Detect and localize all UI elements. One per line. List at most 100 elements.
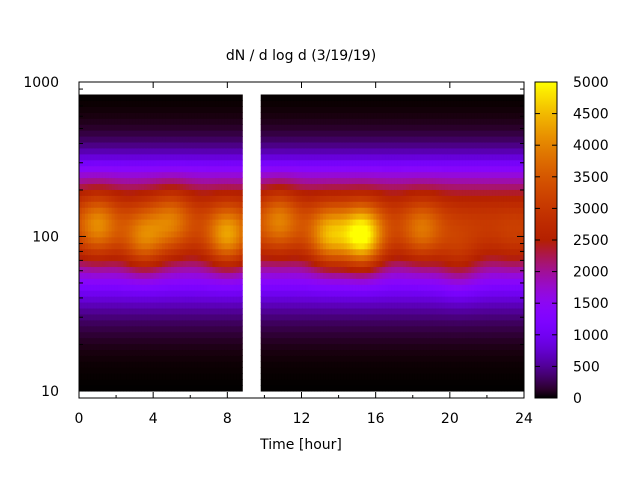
heatmap-cell xyxy=(200,189,205,196)
heatmap-cell xyxy=(337,355,342,362)
heatmap-cell xyxy=(108,219,113,226)
heatmap-cell xyxy=(376,254,380,262)
heatmap-cell xyxy=(123,189,128,196)
heatmap-cell xyxy=(340,284,345,291)
heatmap-cell xyxy=(194,355,199,362)
heatmap-cell xyxy=(311,272,315,279)
heatmap-cell xyxy=(328,94,333,102)
heatmap-cell xyxy=(266,278,271,285)
heatmap-cell xyxy=(317,290,321,297)
heatmap-cell xyxy=(224,112,228,119)
heatmap-cell xyxy=(334,236,339,244)
heatmap-cell xyxy=(382,147,386,155)
heatmap-cell xyxy=(218,153,222,161)
heatmap-cell xyxy=(135,100,139,107)
heatmap-cell xyxy=(93,141,98,149)
heatmap-cell xyxy=(203,224,208,232)
heatmap-cell xyxy=(239,325,243,333)
heatmap-cell xyxy=(311,195,315,202)
heatmap-cell xyxy=(170,112,175,119)
heatmap-cell xyxy=(349,165,354,173)
heatmap-cell xyxy=(185,171,190,179)
heatmap-cell xyxy=(102,100,107,107)
heatmap-cell xyxy=(132,290,136,297)
heatmap-cell xyxy=(331,124,336,131)
heatmap-cell xyxy=(84,272,89,279)
heatmap-cell xyxy=(382,373,386,380)
heatmap-cell xyxy=(385,367,389,374)
heatmap-cell xyxy=(305,183,309,190)
heatmap-cell xyxy=(126,302,131,309)
heatmap-cell xyxy=(176,325,181,333)
heatmap-cell xyxy=(156,343,160,351)
heatmap-cell xyxy=(358,296,363,303)
heatmap-cell xyxy=(102,272,107,279)
heatmap-cell xyxy=(173,124,178,131)
heatmap-cell xyxy=(87,219,92,226)
heatmap-cell xyxy=(379,296,383,303)
heatmap-cell xyxy=(364,147,369,155)
heatmap-cell xyxy=(343,153,348,161)
heatmap-cell xyxy=(170,361,175,368)
heatmap-cell xyxy=(299,130,303,137)
heatmap-cell xyxy=(236,207,240,214)
heatmap-cell xyxy=(173,361,178,368)
heatmap-cell xyxy=(355,130,360,137)
heatmap-cell xyxy=(194,112,199,119)
heatmap-cell xyxy=(105,272,110,279)
heatmap-cell xyxy=(340,100,345,107)
heatmap-cell xyxy=(218,331,222,339)
heatmap-cell xyxy=(218,272,222,279)
heatmap-cell xyxy=(218,367,222,374)
heatmap-cell xyxy=(150,183,154,190)
heatmap-cell xyxy=(153,331,157,339)
heatmap-cell xyxy=(117,201,122,208)
heatmap-cell xyxy=(367,272,372,279)
heatmap-cell xyxy=(165,224,169,232)
heatmap-cell xyxy=(218,290,222,297)
heatmap-cell xyxy=(349,349,354,356)
heatmap-cell xyxy=(230,367,234,374)
heatmap-cell xyxy=(188,343,193,351)
heatmap-cell xyxy=(308,325,312,333)
heatmap-cell xyxy=(179,385,184,392)
heatmap-cell xyxy=(296,260,300,268)
heatmap-cell xyxy=(99,106,104,113)
heatmap-cell xyxy=(328,337,333,345)
heatmap-cell xyxy=(144,195,148,202)
heatmap-cell xyxy=(302,248,306,256)
heatmap-cell xyxy=(123,201,128,208)
heatmap-cell xyxy=(352,343,357,351)
heatmap-cell xyxy=(200,325,205,333)
heatmap-cell xyxy=(117,373,122,380)
heatmap-cell xyxy=(117,367,122,374)
heatmap-cell xyxy=(144,343,148,351)
heatmap-cell xyxy=(305,213,309,220)
heatmap-cell xyxy=(173,189,178,196)
heatmap-cell xyxy=(96,325,101,333)
heatmap-cell xyxy=(102,379,107,386)
heatmap-cell xyxy=(355,124,360,131)
heatmap-cell xyxy=(96,153,101,161)
heatmap-cell xyxy=(305,296,309,303)
heatmap-cell xyxy=(156,159,160,167)
heatmap-cell xyxy=(340,141,345,149)
heatmap-cell xyxy=(108,385,113,392)
heatmap-cell xyxy=(114,124,119,131)
heatmap-cell xyxy=(218,260,222,268)
heatmap-cell xyxy=(209,355,214,362)
heatmap-cell xyxy=(275,165,280,173)
heatmap-cell xyxy=(391,367,395,374)
heatmap-cell xyxy=(99,171,104,179)
heatmap-cell xyxy=(373,236,378,244)
heatmap-cell xyxy=(290,331,294,339)
heatmap-cell xyxy=(179,153,184,161)
heatmap-cell xyxy=(227,373,231,380)
heatmap-cell xyxy=(379,361,383,368)
heatmap-cell xyxy=(96,136,101,143)
heatmap-cell xyxy=(340,94,345,102)
heatmap-cell xyxy=(162,313,166,321)
heatmap-cell xyxy=(176,130,181,137)
heatmap-cell xyxy=(343,337,348,345)
heatmap-cell xyxy=(296,165,300,173)
